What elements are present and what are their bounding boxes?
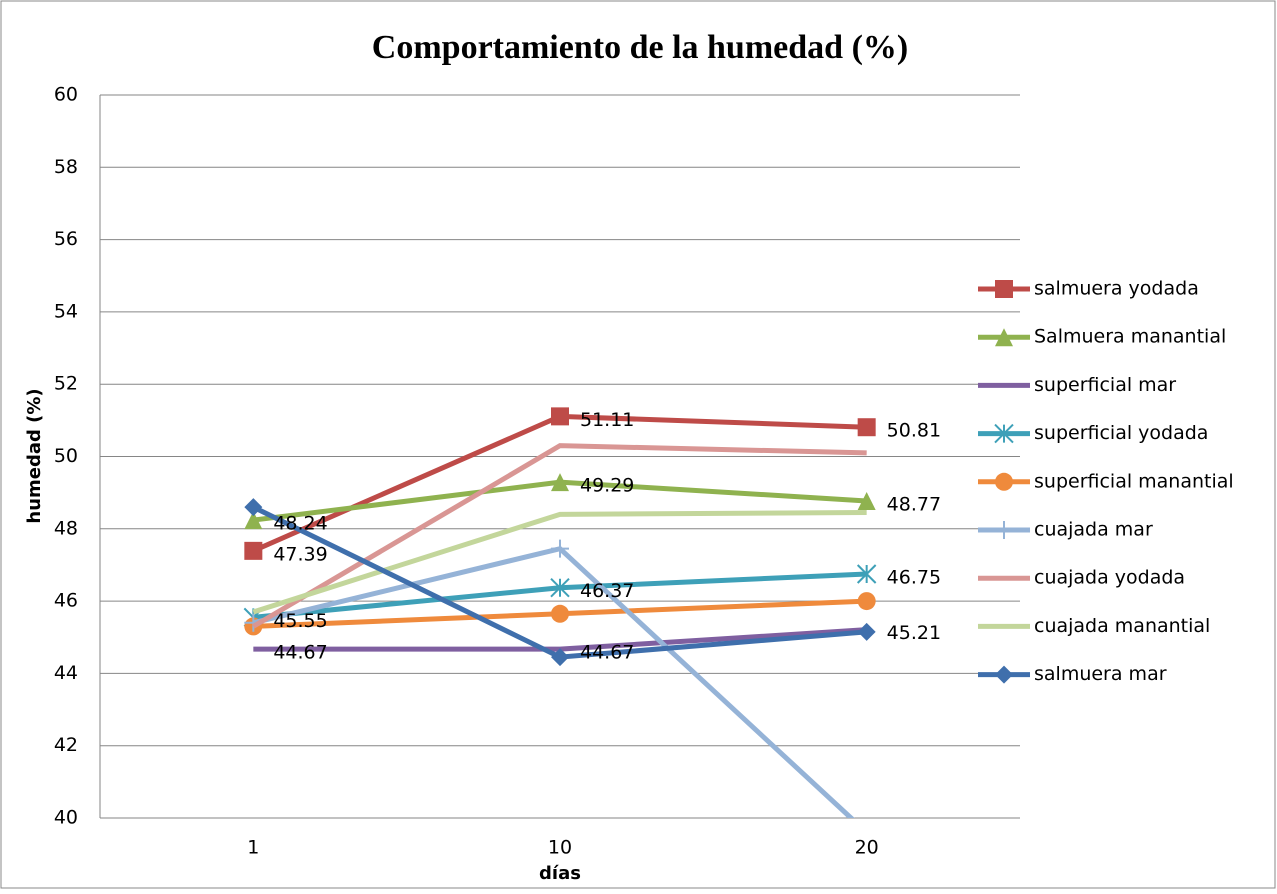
legend-label: salmuera mar [1034,663,1167,685]
legend-label: cuajada mar [1034,519,1153,541]
data-label: 49.29 [580,475,634,497]
data-label: 48.24 [273,513,327,535]
y-tick-label: 56 [54,228,78,250]
data-label: 45.21 [887,622,941,644]
y-tick-label: 60 [54,84,78,106]
data-label: 46.75 [887,566,941,588]
marker [551,407,569,425]
y-tick-label: 48 [54,517,78,539]
x-tick-label: 1 [247,837,259,859]
data-label: 45.55 [273,610,327,632]
chart-border [1,1,1275,888]
data-label: 46.37 [580,580,634,602]
data-label: 48.77 [887,493,941,515]
marker [995,280,1013,298]
y-tick-label: 58 [54,156,78,178]
x-tick-label: 10 [548,837,572,859]
legend-label: salmuera yodada [1034,278,1199,300]
data-label: 44.67 [580,642,634,664]
data-label: 51.11 [580,409,634,431]
x-axis-label: días [539,863,581,884]
marker [858,592,876,610]
marker [244,542,262,560]
y-tick-label: 52 [54,373,78,395]
data-label: 47.39 [273,543,327,565]
y-tick-label: 50 [54,445,78,467]
legend-label: superficial manantial [1034,470,1234,492]
chart: Comportamiento de la humedad (%) humedad… [0,0,1277,890]
y-tick-label: 42 [54,734,78,756]
y-tick-label: 44 [54,662,78,684]
marker [995,473,1013,491]
y-tick-label: 40 [54,807,78,829]
y-axis-label: humedad (%) [24,388,45,523]
legend-label: cuajada manantial [1034,615,1210,637]
legend-label: superficial yodada [1034,422,1208,444]
data-label: 50.81 [887,420,941,442]
data-label: 44.67 [273,642,327,664]
chart-title: Comportamiento de la humedad (%) [372,29,908,66]
marker [858,418,876,436]
legend-label: Salmuera manantial [1034,326,1226,348]
legend-label: superficial mar [1034,374,1176,396]
y-tick-label: 46 [54,590,78,612]
x-tick-label: 20 [855,837,879,859]
marker [551,605,569,623]
legend-label: cuajada yodada [1034,567,1185,589]
y-tick-label: 54 [54,300,78,322]
